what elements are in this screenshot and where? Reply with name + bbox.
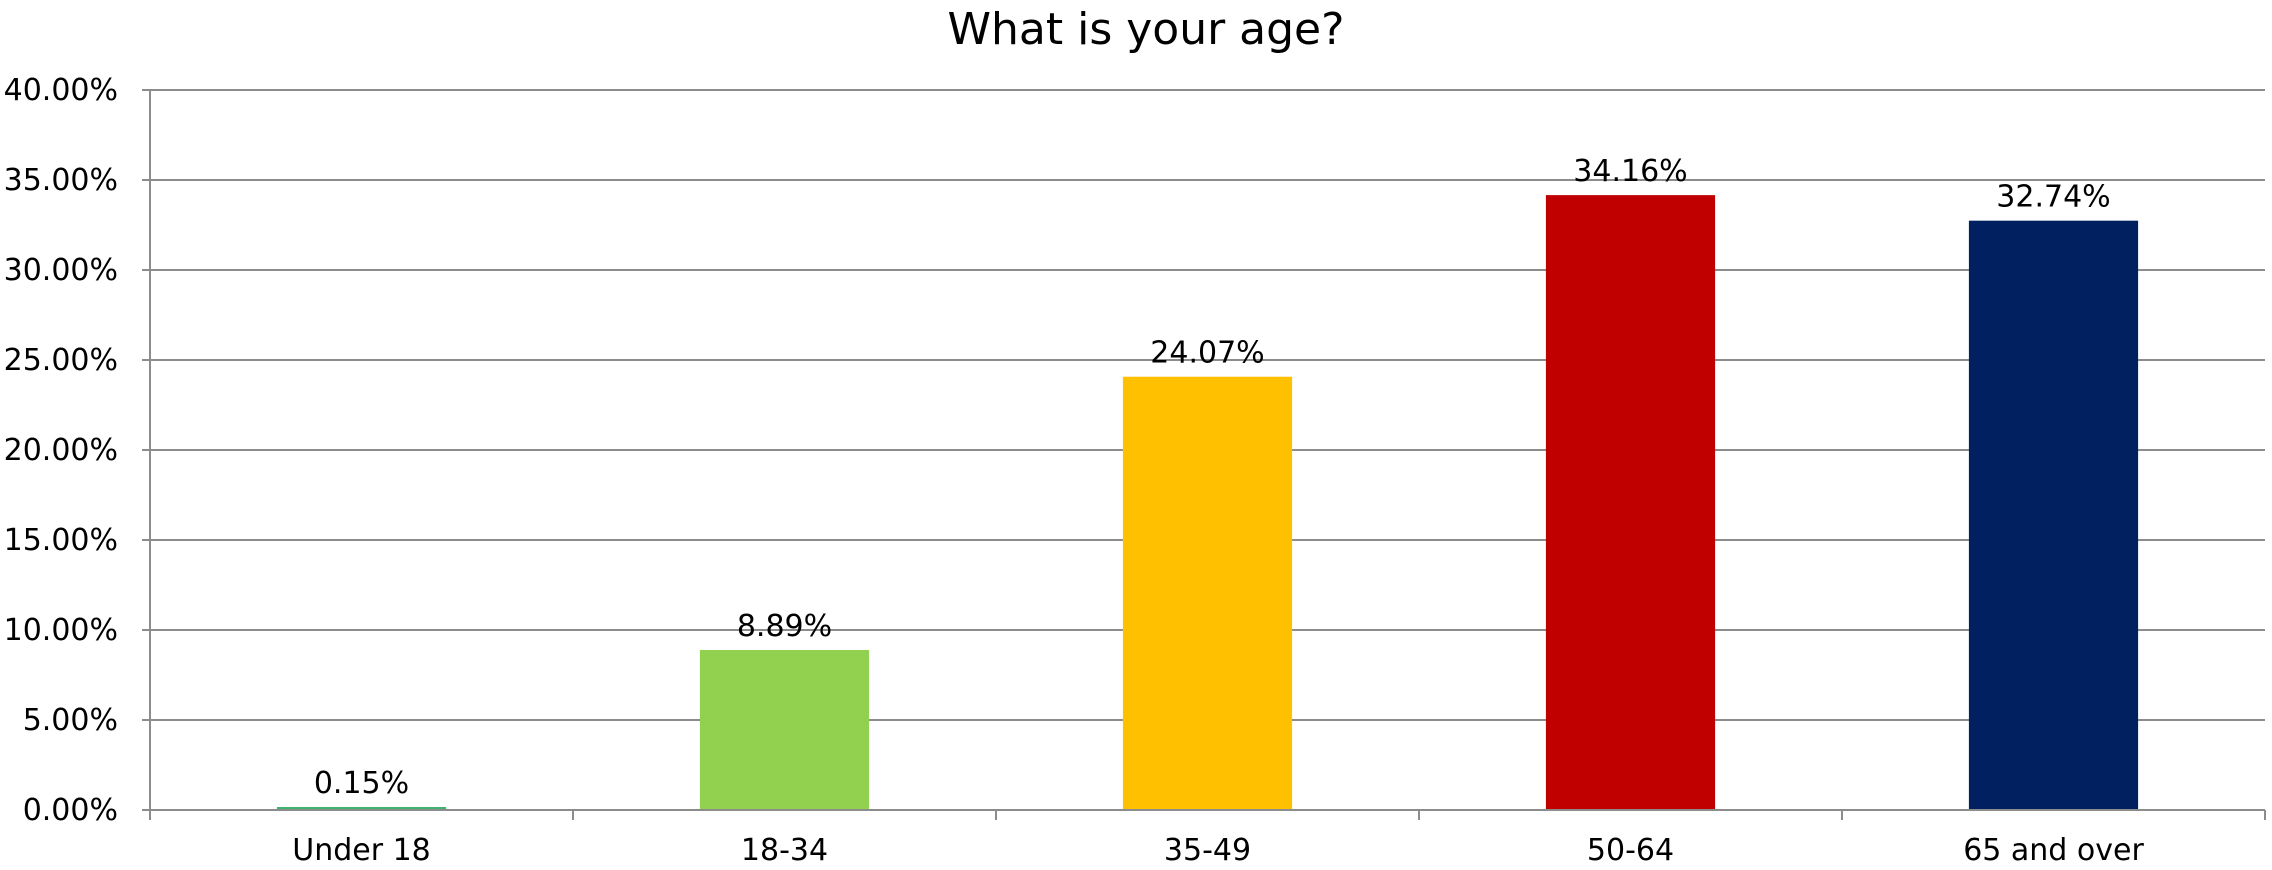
y-tick-label: 35.00%	[4, 163, 118, 198]
data-label: 24.07%	[1150, 336, 1264, 371]
bar-50-64	[1545, 195, 1716, 810]
bar-65-and-over	[1968, 220, 2139, 810]
data-label: 32.74%	[1996, 180, 2110, 215]
x-tick-label: Under 18	[292, 833, 431, 868]
y-tick-label: 20.00%	[4, 433, 118, 468]
y-tick-label: 10.00%	[4, 613, 118, 648]
x-tick-label: 50-64	[1587, 833, 1674, 868]
data-labels: 0.15% 8.89% 24.07% 34.16% 32.74%	[314, 154, 2111, 801]
bar-35-49	[1122, 376, 1293, 810]
data-label: 8.89%	[737, 609, 832, 644]
x-axis: Under 18 18-34 35-49 50-64 65 and over	[142, 90, 2266, 868]
bars	[276, 195, 2139, 810]
y-axis-tick-labels: 0.00% 5.00% 10.00% 15.00% 20.00% 25.00% 30.00%…	[4, 73, 118, 828]
y-tick-label: 25.00%	[4, 343, 118, 378]
y-tick-label: 15.00%	[4, 523, 118, 558]
data-label: 0.15%	[314, 766, 409, 801]
bar-18-34	[699, 649, 870, 810]
data-label: 34.16%	[1573, 154, 1687, 189]
chart-title: What is your age?	[948, 4, 1345, 55]
x-tick-label: 18-34	[741, 833, 828, 868]
y-tick-label: 0.00%	[23, 793, 118, 828]
y-tick-label: 40.00%	[4, 73, 118, 108]
x-tick-label: 65 and over	[1963, 833, 2144, 868]
x-tick-label: 35-49	[1164, 833, 1251, 868]
bar-under-18	[276, 807, 447, 810]
y-tick-label: 30.00%	[4, 253, 118, 288]
y-tick-label: 5.00%	[23, 703, 118, 738]
